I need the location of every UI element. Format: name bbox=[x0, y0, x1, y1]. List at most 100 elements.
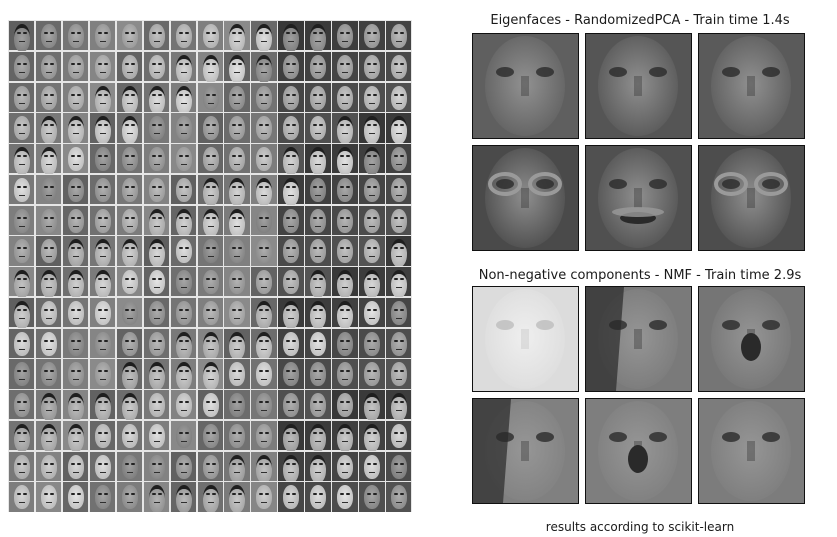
face-thumbnail bbox=[142, 327, 171, 359]
face-thumbnail bbox=[277, 81, 305, 113]
face-thumbnail bbox=[196, 266, 224, 298]
face-thumbnail bbox=[88, 50, 117, 82]
face-thumbnail bbox=[8, 112, 36, 144]
eigenface-panel-4 bbox=[472, 145, 579, 251]
face-thumbnail bbox=[331, 20, 359, 52]
face-thumbnail bbox=[250, 389, 278, 421]
face-thumbnail bbox=[115, 50, 144, 82]
face-thumbnail bbox=[250, 173, 278, 206]
nmf-panel-6 bbox=[698, 398, 805, 504]
face-thumbnail bbox=[304, 327, 332, 359]
face-thumbnail bbox=[61, 419, 90, 452]
face-thumbnail bbox=[331, 327, 359, 359]
face-thumbnail bbox=[169, 358, 198, 391]
caption: results according to scikit-learn bbox=[545, 520, 735, 534]
face-thumbnail bbox=[331, 143, 359, 175]
face-thumbnail bbox=[61, 450, 90, 482]
face-thumbnail bbox=[61, 358, 90, 390]
face-thumbnail bbox=[34, 143, 63, 175]
face-thumbnail bbox=[169, 419, 198, 451]
face-thumbnail bbox=[142, 481, 171, 512]
face-thumbnail bbox=[385, 266, 412, 298]
face-thumbnail bbox=[196, 112, 224, 144]
face-thumbnail bbox=[358, 389, 386, 421]
face-thumbnail bbox=[115, 481, 144, 512]
face-thumbnail bbox=[358, 327, 386, 359]
face-thumbnail bbox=[277, 450, 305, 483]
face-thumbnail bbox=[196, 204, 224, 237]
face-thumbnail bbox=[223, 296, 251, 328]
face-thumbnail bbox=[358, 81, 386, 113]
face-thumbnail bbox=[169, 173, 198, 205]
face-thumbnail bbox=[196, 358, 224, 391]
face-thumbnail bbox=[250, 358, 278, 390]
face-thumbnail bbox=[196, 481, 224, 512]
face-thumbnail bbox=[331, 389, 359, 421]
face-thumbnail bbox=[142, 204, 171, 237]
face-thumbnail bbox=[358, 20, 386, 52]
face-thumbnail bbox=[223, 235, 251, 267]
nmf-title: Non-negative components - NMF - Train ti… bbox=[478, 268, 802, 283]
face-thumbnail bbox=[250, 419, 278, 451]
face-thumbnail bbox=[169, 327, 198, 360]
face-thumbnail bbox=[331, 266, 359, 298]
face-thumbnail bbox=[385, 358, 412, 390]
face-thumbnail bbox=[385, 143, 412, 175]
face-thumbnail bbox=[277, 419, 305, 452]
face-thumbnail bbox=[358, 296, 386, 328]
face-thumbnail bbox=[223, 173, 251, 206]
face-thumbnail bbox=[169, 450, 198, 482]
face-thumbnail bbox=[34, 266, 63, 298]
face-thumbnail bbox=[8, 204, 36, 236]
face-thumbnail bbox=[358, 50, 386, 82]
face-thumbnail bbox=[61, 112, 90, 145]
face-thumbnail bbox=[358, 450, 386, 482]
face-thumbnail bbox=[223, 327, 251, 360]
face-thumbnail bbox=[223, 50, 251, 83]
face-thumbnail bbox=[34, 204, 63, 236]
face-thumbnail bbox=[88, 389, 117, 421]
face-thumbnail bbox=[385, 327, 412, 359]
face-thumbnail bbox=[331, 419, 359, 452]
face-thumbnail bbox=[8, 266, 36, 298]
eigenface-panel-3 bbox=[698, 33, 805, 139]
face-thumbnail bbox=[115, 419, 144, 451]
face-thumbnail bbox=[250, 143, 278, 175]
face-thumbnail bbox=[331, 450, 359, 482]
face-thumbnail bbox=[88, 235, 117, 268]
face-thumbnail bbox=[304, 481, 332, 512]
face-thumbnail bbox=[358, 266, 386, 298]
face-thumbnail bbox=[331, 50, 359, 82]
face-thumbnail bbox=[34, 358, 63, 390]
nmf-panel-2 bbox=[585, 286, 692, 392]
face-thumbnail bbox=[250, 50, 278, 83]
face-thumbnail bbox=[250, 235, 278, 267]
face-thumbnail bbox=[142, 389, 171, 421]
face-thumbnail bbox=[358, 112, 386, 145]
face-thumbnail bbox=[331, 358, 359, 390]
face-thumbnail bbox=[88, 112, 117, 145]
face-thumbnail bbox=[277, 143, 305, 175]
face-thumbnail bbox=[277, 173, 305, 206]
face-thumbnail bbox=[61, 327, 90, 359]
face-thumbnail bbox=[8, 327, 36, 359]
face-thumbnail bbox=[250, 481, 278, 512]
eigenfaces-title: Eigenfaces - RandomizedPCA - Train time … bbox=[490, 13, 790, 28]
face-thumbnail bbox=[331, 235, 359, 267]
face-thumbnail bbox=[8, 296, 36, 329]
face-thumbnail bbox=[8, 419, 36, 452]
face-thumbnail bbox=[88, 450, 117, 482]
face-thumbnail bbox=[250, 450, 278, 483]
face-thumbnail bbox=[61, 266, 90, 298]
face-thumbnail bbox=[34, 327, 63, 359]
face-thumbnail bbox=[142, 81, 171, 114]
face-thumbnail bbox=[250, 81, 278, 113]
face-thumbnail bbox=[304, 389, 332, 421]
face-thumbnail bbox=[34, 296, 63, 328]
face-thumbnail bbox=[277, 296, 305, 329]
face-thumbnail bbox=[277, 266, 305, 298]
face-thumbnail bbox=[304, 358, 332, 390]
face-thumbnail bbox=[385, 50, 412, 82]
face-thumbnail bbox=[61, 50, 90, 82]
face-thumbnail bbox=[169, 50, 198, 83]
